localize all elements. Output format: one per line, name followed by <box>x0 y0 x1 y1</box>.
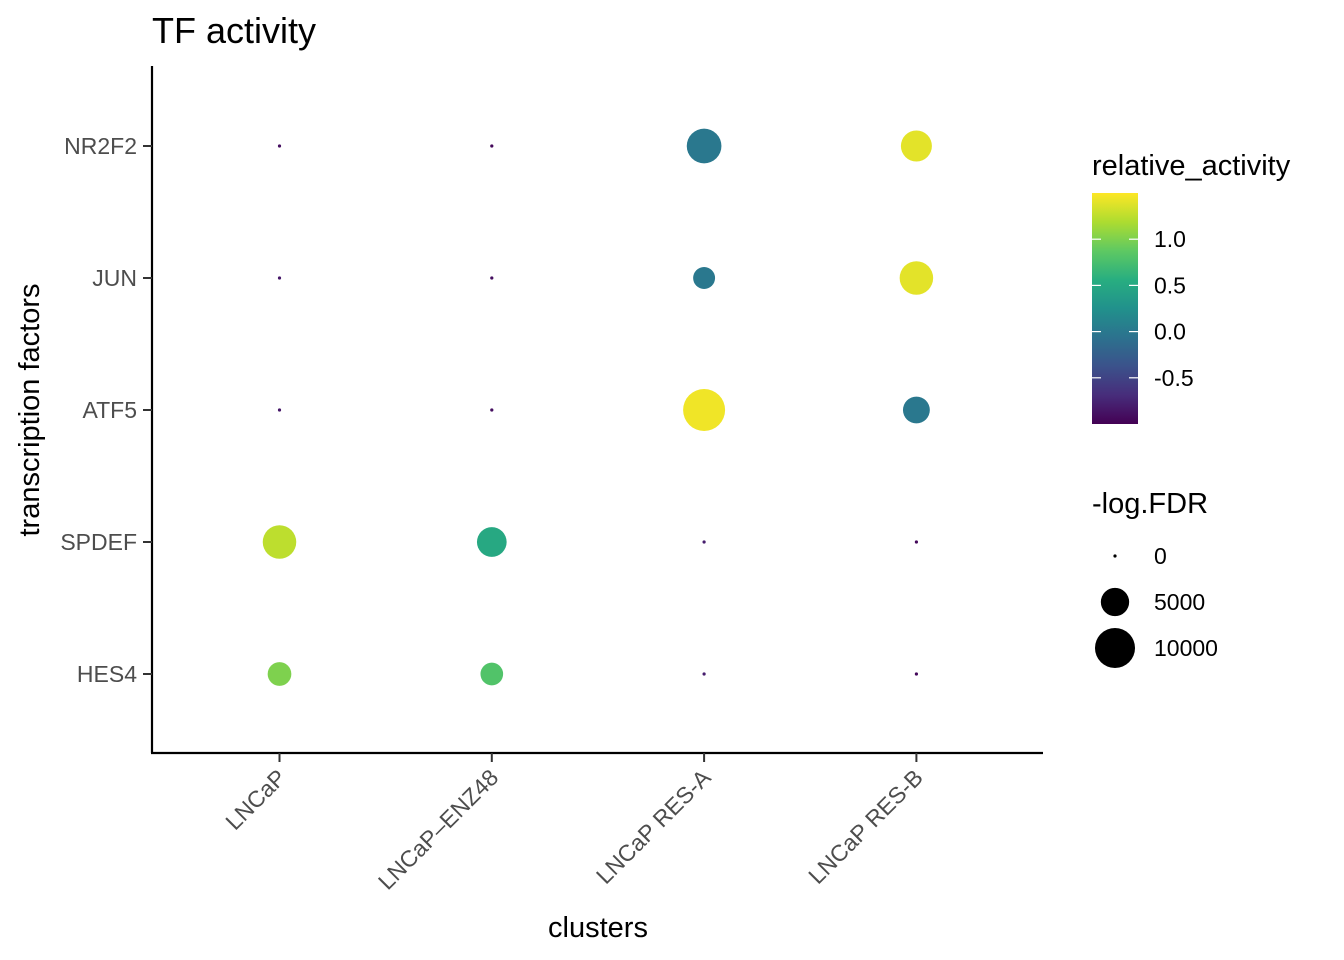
point-spdef-lncap-enz48 <box>476 527 507 557</box>
size-legend: -log.FDR 0 5000 10000 <box>1092 488 1218 669</box>
point-hes4-lncap-res-a <box>702 672 706 676</box>
size-key-label: 5000 <box>1154 589 1205 615</box>
y-axis-title: transcription factors <box>14 283 46 536</box>
color-legend-title: relative_activity <box>1092 150 1291 182</box>
colorbar-ticks: 1.0 0.5 0.0 -0.5 <box>1092 226 1194 391</box>
x-tick-label-lncap-res-a: LNCaP RES-A <box>591 764 716 889</box>
point-spdef-lncap-res-b <box>914 540 919 544</box>
point-nr2f2-lncap <box>277 144 282 148</box>
x-tick-label-lncap: LNCaP <box>220 764 291 835</box>
point-jun-lncap-res-a <box>693 267 716 289</box>
point-nr2f2-lncap-enz48 <box>490 144 494 148</box>
point-atf5-lncap-res-a <box>683 389 726 431</box>
colorbar-label: 0.0 <box>1154 319 1186 345</box>
point-hes4-lncap-res-b <box>914 672 919 676</box>
color-legend: relative_activity 1.0 0.5 0.0 -0.5 <box>1092 150 1291 424</box>
point-hes4-lncap <box>267 662 292 686</box>
point-jun-lncap-res-b <box>899 261 934 295</box>
point-hes4-lncap-enz48 <box>480 662 504 686</box>
size-legend-title: -log.FDR <box>1092 488 1208 520</box>
colorbar-label: 0.5 <box>1154 272 1186 298</box>
point-atf5-lncap-res-b <box>902 396 930 424</box>
y-axis-ticks: HES4 SPDEF ATF5 JUN NR2F2 <box>60 133 152 687</box>
colorbar <box>1092 193 1138 424</box>
y-tick-label-nr2f2: NR2F2 <box>64 133 137 159</box>
y-tick-label-atf5: ATF5 <box>82 397 137 423</box>
point-jun-lncap-enz48 <box>490 276 494 280</box>
point-atf5-lncap <box>277 408 282 412</box>
x-axis-ticks: LNCaP LNCaP–ENZ48 LNCaP RES-A LNCaP RES-B <box>220 753 928 895</box>
x-tick-label-lncap-res-b: LNCaP RES-B <box>803 764 928 889</box>
colorbar-label: -0.5 <box>1154 365 1194 391</box>
y-tick-label-spdef: SPDEF <box>60 529 137 555</box>
size-key-label: 0 <box>1154 543 1167 569</box>
y-tick-label-jun: JUN <box>92 265 137 291</box>
colorbar-label: 1.0 <box>1154 226 1186 252</box>
point-spdef-lncap-res-a <box>702 540 706 544</box>
x-axis-title: clusters <box>548 912 648 944</box>
size-legend-keys: 0 5000 10000 <box>1094 543 1218 669</box>
data-points <box>262 128 934 686</box>
point-nr2f2-lncap-res-a <box>686 128 722 164</box>
size-key-10000 <box>1094 627 1136 669</box>
size-key-label: 10000 <box>1154 635 1218 661</box>
size-key-0 <box>1113 554 1117 558</box>
point-spdef-lncap <box>262 525 297 559</box>
point-jun-lncap <box>277 276 282 280</box>
x-tick-label-lncap-enz48: LNCaP–ENZ48 <box>373 764 503 894</box>
y-tick-label-hes4: HES4 <box>77 661 137 687</box>
point-nr2f2-lncap-res-b <box>900 130 932 162</box>
chart-title: TF activity <box>152 10 316 51</box>
size-key-5000 <box>1100 587 1130 617</box>
point-atf5-lncap-enz48 <box>490 408 494 412</box>
